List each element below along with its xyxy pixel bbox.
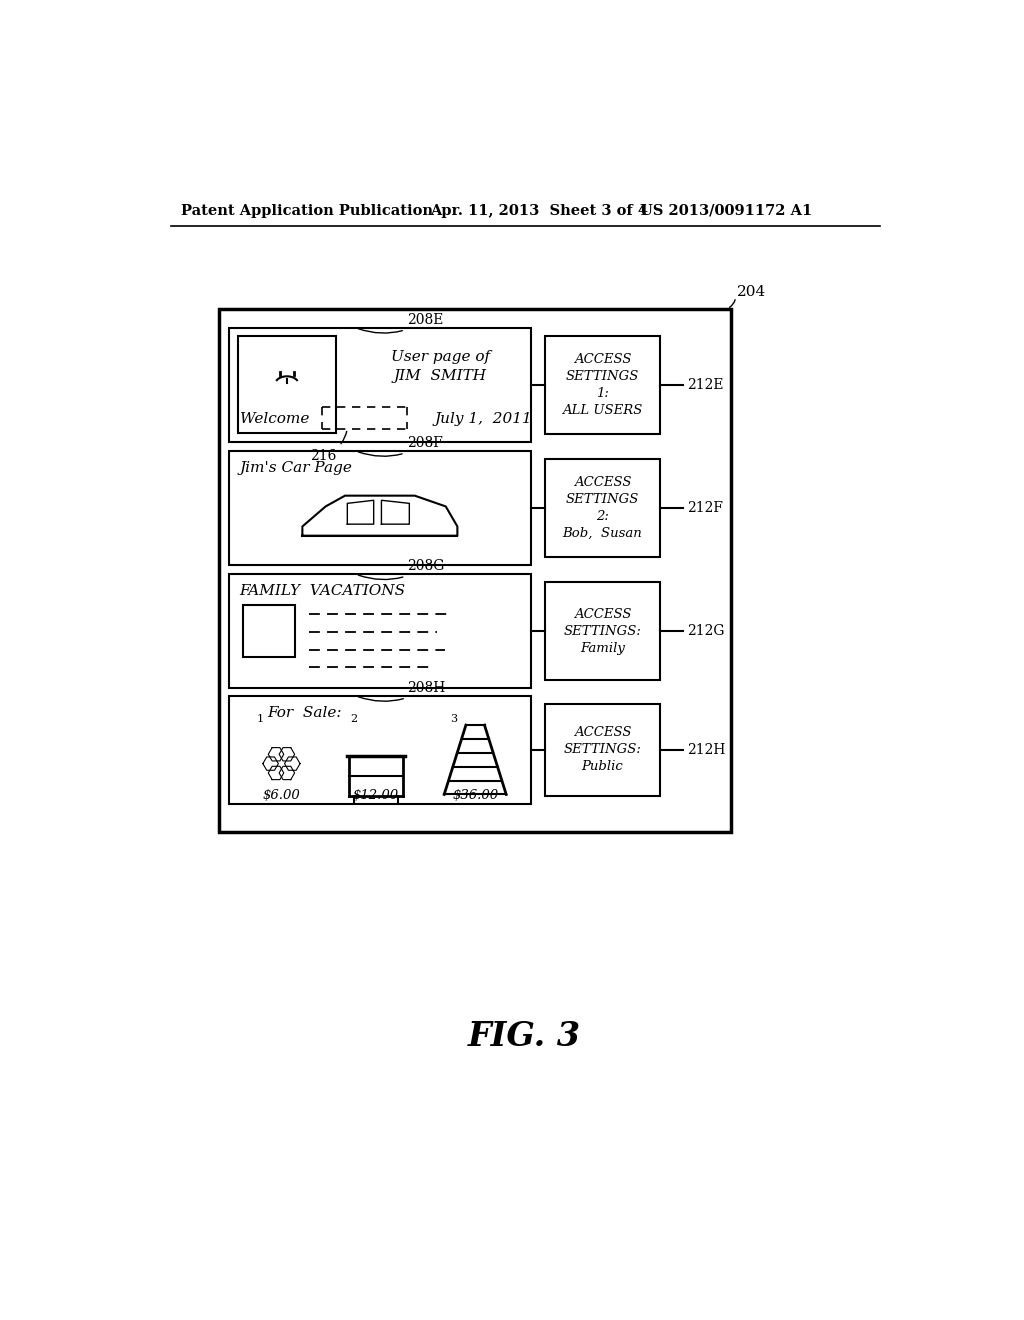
Text: 208F: 208F: [358, 437, 443, 457]
Bar: [228, 451, 531, 565]
Text: ACCESS
SETTINGS
1:
ALL USERS: ACCESS SETTINGS 1: ALL USERS: [562, 352, 642, 417]
Text: July 1,  2011: July 1, 2011: [434, 412, 531, 425]
Text: 212H: 212H: [687, 743, 725, 756]
Text: 208G: 208G: [358, 560, 444, 579]
Text: 212F: 212F: [687, 502, 723, 515]
Text: $12.00: $12.00: [353, 789, 399, 803]
Text: 212E: 212E: [687, 378, 723, 392]
Text: ACCESS
SETTINGS
2:
Bob,  Susan: ACCESS SETTINGS 2: Bob, Susan: [562, 477, 642, 540]
Text: ACCESS
SETTINGS:
Public: ACCESS SETTINGS: Public: [563, 726, 641, 774]
Text: 204: 204: [737, 285, 766, 298]
Text: Apr. 11, 2013  Sheet 3 of 4: Apr. 11, 2013 Sheet 3 of 4: [430, 203, 648, 218]
Text: User page of
JIM  SMITH: User page of JIM SMITH: [391, 350, 489, 383]
Bar: [243, 605, 295, 657]
Bar: [545, 335, 659, 434]
Bar: [219, 309, 731, 832]
Text: FIG. 3: FIG. 3: [468, 1020, 582, 1053]
Text: $6.00: $6.00: [262, 789, 300, 803]
Text: 208E: 208E: [358, 313, 443, 333]
Text: 212G: 212G: [687, 624, 724, 638]
Text: Patent Application Publication: Patent Application Publication: [180, 203, 433, 218]
Text: 3: 3: [450, 714, 457, 723]
Bar: [545, 459, 659, 557]
Bar: [228, 696, 531, 804]
Bar: [545, 582, 659, 681]
Text: For  Sale:: For Sale:: [267, 706, 342, 719]
Text: US 2013/0091172 A1: US 2013/0091172 A1: [640, 203, 812, 218]
Text: 216: 216: [310, 432, 347, 462]
Text: FAMILY  VACATIONS: FAMILY VACATIONS: [240, 585, 406, 598]
Text: $36.00: $36.00: [453, 789, 499, 803]
Text: Jim's Car Page: Jim's Car Page: [240, 461, 352, 475]
Bar: [228, 327, 531, 442]
Bar: [545, 704, 659, 796]
Bar: [228, 574, 531, 688]
Text: Welcome: Welcome: [240, 412, 309, 425]
Text: 208H: 208H: [358, 681, 445, 701]
Text: ACCESS
SETTINGS:
Family: ACCESS SETTINGS: Family: [563, 607, 641, 655]
Text: 1: 1: [256, 714, 263, 723]
Text: 2: 2: [351, 714, 357, 723]
Bar: [238, 335, 336, 433]
